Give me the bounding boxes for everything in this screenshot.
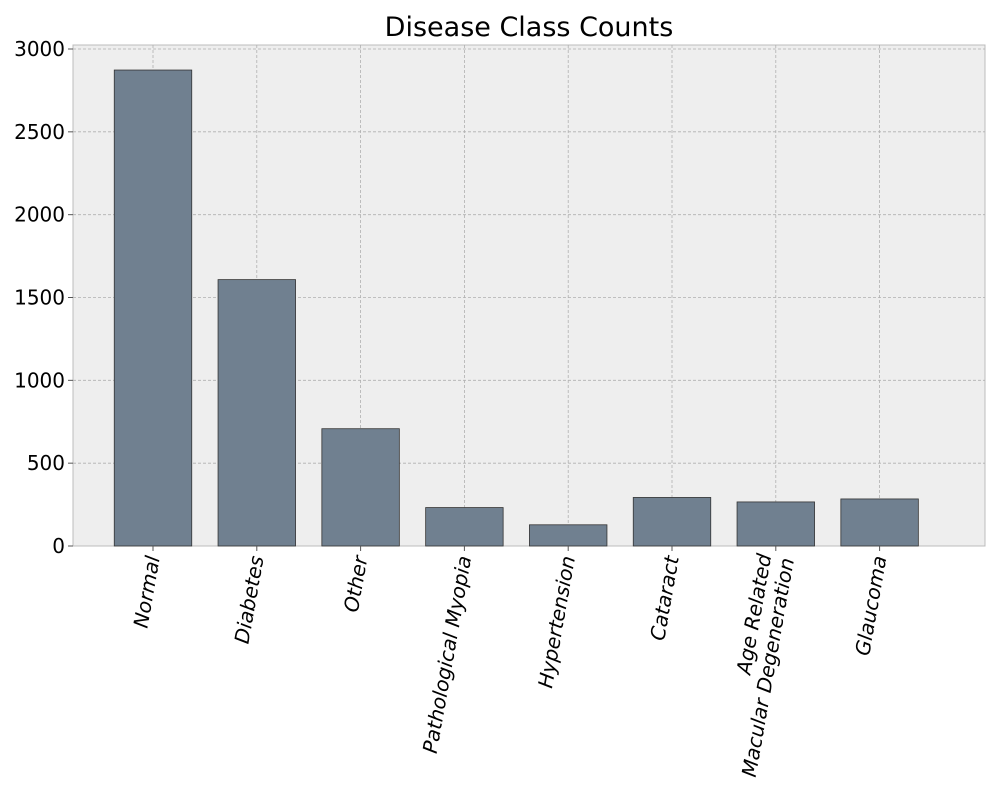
y-tick-label: 500 [27, 451, 65, 475]
bar-other [321, 428, 400, 547]
x-tick-label: Age RelatedMacular Degeneration [714, 552, 799, 779]
x-tick-label: Cataract [645, 553, 684, 643]
x-tick-label: Diabetes [230, 554, 269, 646]
y-tick-label: 1000 [14, 368, 65, 392]
x-tick-label: Normal [129, 553, 165, 629]
y-tick-label: 0 [52, 534, 65, 558]
bar-pathological-myopia [425, 507, 504, 547]
x-tick-label: Hypertension [533, 554, 580, 690]
bars [113, 69, 919, 547]
y-axis: 0 500 1000 1500 2000 2500 3000 [14, 37, 73, 558]
bar-age-related-macular-degeneration [736, 501, 815, 547]
bar-diabetes [217, 279, 296, 547]
x-tick-label: Pathological Myopia [418, 554, 476, 755]
plot-area [72, 44, 986, 547]
x-tick-label: Glaucoma [850, 554, 891, 658]
x-axis: Normal Diabetes Other Pathological Myopia Hy… [129, 546, 891, 779]
chart-title: Disease Class Counts [385, 12, 674, 43]
bar-normal [113, 69, 193, 547]
bar-glaucoma [840, 498, 919, 547]
bar-hypertension [529, 524, 608, 547]
x-tick-label: Other [339, 552, 373, 614]
y-tick-label: 1500 [14, 286, 65, 310]
y-tick-label: 3000 [14, 37, 65, 61]
bar-cataract [632, 497, 712, 547]
y-tick-label: 2500 [14, 120, 65, 144]
y-tick-label: 2000 [14, 203, 65, 227]
